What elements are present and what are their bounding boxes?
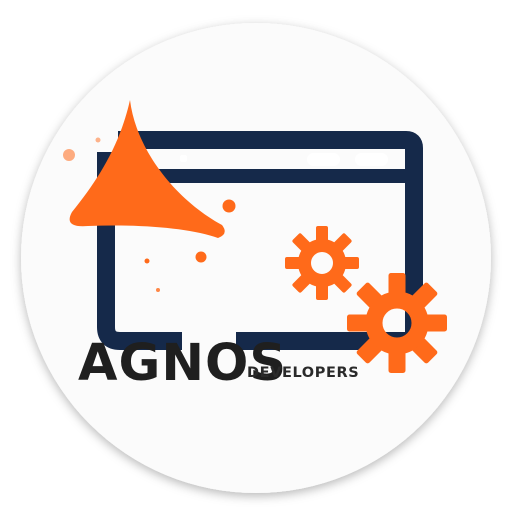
accent-dot — [156, 288, 160, 292]
brand-tagline: DEVELOPERS — [247, 365, 360, 381]
window-pill — [307, 153, 340, 166]
accent-dot — [95, 137, 101, 143]
gear-icon — [347, 273, 447, 373]
window-dot — [180, 155, 187, 162]
accent-dot — [63, 149, 75, 161]
accent-dot — [222, 199, 236, 213]
triangle-mark — [69, 100, 225, 238]
accent-dot — [144, 258, 150, 264]
accent-dot — [195, 251, 207, 263]
gear-icon — [285, 226, 359, 300]
window-pill — [355, 153, 388, 166]
brand-name: AGNOS — [78, 334, 288, 393]
